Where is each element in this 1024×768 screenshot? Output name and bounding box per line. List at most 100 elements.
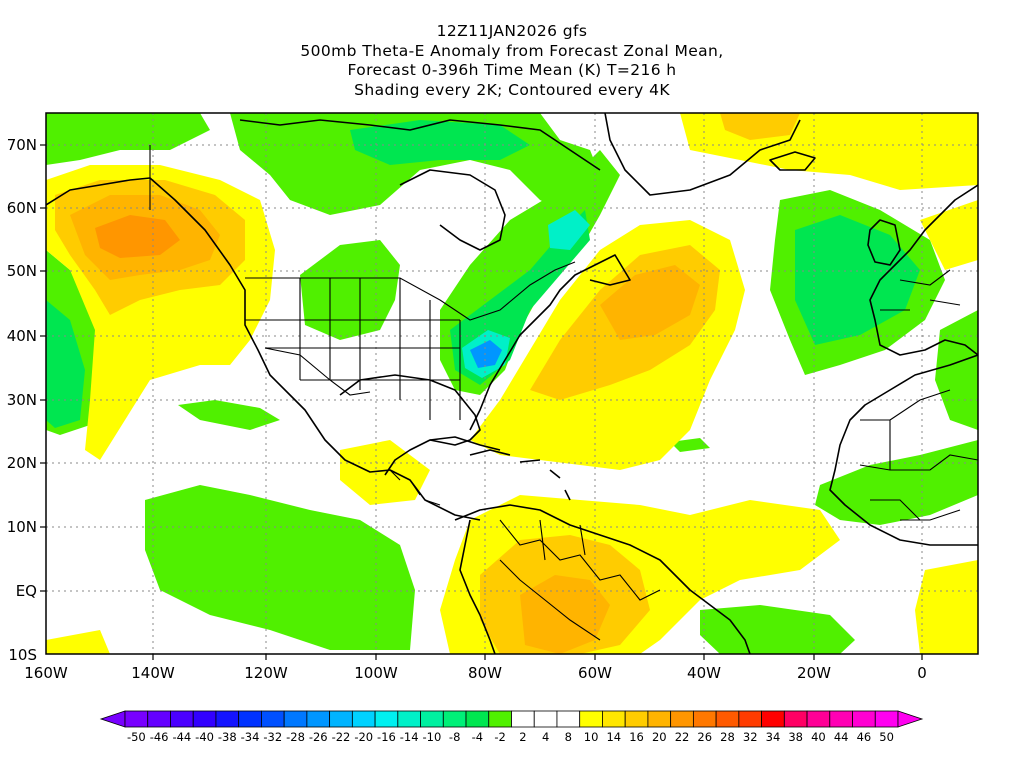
colorbar-label: -32 (263, 730, 282, 744)
lat-label: 40N (7, 327, 37, 345)
shade-green-eastern-pacific (145, 485, 415, 650)
colorbar-label: 32 (743, 730, 758, 744)
colorbar-swatch (806, 710, 831, 728)
coast-cuba (429, 436, 501, 451)
lon-label: 100W (354, 664, 398, 682)
political-borders (149, 145, 978, 641)
border-south-america (499, 519, 661, 641)
shade-teal-pacific (46, 300, 85, 428)
colorbar-swatch (215, 710, 240, 728)
colorbar-swatch (238, 710, 262, 728)
shade-green-africa-west (815, 440, 978, 525)
lat-tick-labels: 70N 60N 50N 40N 30N 20N 10N EQ 10S (7, 136, 37, 664)
lon-label: 60W (578, 664, 612, 682)
colorbar-label: 20 (652, 730, 667, 744)
colorbar-swatch (397, 710, 421, 728)
colorbar-label: 10 (584, 730, 599, 744)
colorbar-swatch (192, 710, 217, 728)
shade-yellow-gulf (340, 440, 430, 505)
coastlines (46, 113, 978, 654)
colorbar-swatch (715, 710, 740, 728)
shade-green-subtropical-band (178, 400, 280, 430)
colorbar-swatch (829, 710, 853, 728)
shade-green-alaska-north (46, 113, 210, 165)
colorbar-label: 28 (720, 730, 735, 744)
shade-yellow-south-atlantic (915, 560, 978, 654)
colorbar-swatch (465, 710, 490, 728)
colorbar-label: -38 (218, 730, 237, 744)
coast-africa-west (829, 354, 978, 546)
colorbar-label: 34 (766, 730, 781, 744)
colorbar-swatch (783, 710, 808, 728)
colorbar-swatch (351, 710, 376, 728)
colorbar-swatch (442, 710, 467, 728)
colorbar-label: 22 (675, 730, 690, 744)
colorbar-label: -10 (423, 730, 442, 744)
colorbar-arrow-right (897, 710, 924, 728)
colorbar-swatch (647, 710, 672, 728)
coast-south-america-north (454, 504, 751, 654)
colorbar-label: -16 (377, 730, 396, 744)
coast-hudson-bay (399, 169, 506, 251)
colorbar-label: 50 (879, 730, 894, 744)
coast-arctic-archipelago (239, 119, 601, 171)
colorbar-swatch (488, 710, 512, 728)
colorbar-label: -34 (241, 730, 260, 744)
shade-yellow-northeast (920, 200, 978, 270)
colorbar-label: 16 (629, 730, 644, 744)
colorbar-label: 26 (697, 730, 712, 744)
colorbar-swatch (306, 710, 331, 728)
lat-label: 10N (7, 518, 37, 536)
shade-teal-europe (795, 215, 920, 345)
coast-gulf-of-mexico (339, 374, 481, 476)
colorbar-swatch (420, 710, 444, 728)
lon-label: 0 (917, 664, 927, 682)
axis-ticks (40, 144, 923, 660)
title-line-1: 12Z11JAN2026 gfs (436, 22, 588, 40)
map-gridlines (46, 113, 978, 654)
colorbar-swatch (511, 710, 535, 728)
colorbar-label: 40 (811, 730, 826, 744)
border-us-states (245, 278, 461, 420)
border-africa (859, 389, 978, 521)
map-title: 12Z11JAN2026 gfs 500mb Theta-E Anomaly f… (0, 22, 1024, 100)
colorbar-label: -2 (494, 730, 505, 744)
lat-label: 10S (8, 646, 37, 664)
colorbar-swatch (602, 710, 626, 728)
colorbar-label: -4 (472, 730, 483, 744)
colorbar-label: 14 (606, 730, 621, 744)
lat-label: 60N (7, 199, 37, 217)
border-central-america (389, 469, 441, 506)
colorbar-label: 46 (857, 730, 872, 744)
coast-caribbean-islands (469, 449, 571, 501)
lon-label: 40W (687, 664, 721, 682)
colorbar-label: 8 (565, 730, 572, 744)
shade-gold-greenland (720, 113, 800, 140)
plot-frame (45, 112, 979, 655)
colorbar-swatch (738, 710, 762, 728)
coast-south-america-west (459, 519, 496, 654)
colorbar-swatch (261, 710, 285, 728)
colorbar-swatch (692, 710, 717, 728)
coast-greenland (604, 113, 801, 196)
colorbar-label: -40 (195, 730, 214, 744)
colorbar-label: 2 (519, 730, 526, 744)
anomaly-shading (46, 113, 978, 654)
lon-label: 20W (797, 664, 831, 682)
colorbar-label: -14 (400, 730, 419, 744)
colorbar-label: 4 (542, 730, 549, 744)
shade-cyan-quebec (548, 210, 590, 250)
colorbar-swatch (556, 710, 581, 728)
lat-label: 30N (7, 391, 37, 409)
lon-label: 80W (468, 664, 502, 682)
colorbar-swatch (874, 710, 899, 728)
colorbar-swatch (533, 710, 558, 728)
shade-yellow-east-pacific (46, 630, 110, 654)
colorbar-label: -20 (354, 730, 373, 744)
colorbar-label: -50 (127, 730, 146, 744)
border-europe (880, 269, 961, 311)
lon-label: 160W (24, 664, 68, 682)
coast-iceland (769, 151, 816, 171)
colorbar-swatch (374, 710, 399, 728)
